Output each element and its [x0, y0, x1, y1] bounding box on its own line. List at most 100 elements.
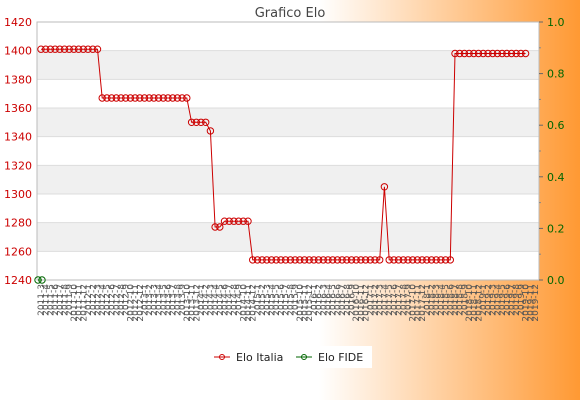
data-point-elo-italia[interactable] — [338, 256, 346, 264]
data-point-elo-italia[interactable] — [112, 94, 121, 102]
data-point-elo-italia[interactable] — [310, 256, 318, 264]
data-point-elo-italia[interactable] — [460, 49, 469, 58]
data-point-elo-italia[interactable] — [169, 94, 177, 102]
data-point-elo-italia[interactable] — [211, 223, 219, 231]
data-point-elo-italia[interactable] — [234, 217, 243, 225]
data-point-elo-italia[interactable] — [427, 256, 436, 264]
data-point-elo-italia[interactable] — [74, 45, 83, 53]
data-point-elo-italia[interactable] — [465, 49, 473, 58]
data-point-elo-italia[interactable] — [394, 256, 403, 264]
data-point-elo-italia[interactable] — [489, 49, 497, 58]
data-point-elo-italia[interactable] — [89, 45, 97, 53]
data-point-elo-italia[interactable] — [84, 45, 92, 53]
data-point-elo-fide[interactable] — [38, 276, 46, 284]
data-point-elo-italia[interactable] — [366, 256, 374, 264]
data-point-elo-italia[interactable] — [107, 94, 116, 102]
data-point-elo-italia[interactable] — [140, 94, 149, 102]
data-point-elo-italia[interactable] — [446, 256, 454, 264]
data-point-elo-italia[interactable] — [98, 94, 106, 102]
data-point-elo-fide[interactable] — [34, 276, 42, 284]
data-point-elo-italia[interactable] — [390, 256, 398, 264]
data-point-elo-italia[interactable] — [192, 118, 201, 127]
data-point-elo-italia[interactable] — [206, 127, 215, 135]
data-point-elo-italia[interactable] — [286, 256, 295, 264]
data-point-elo-italia[interactable] — [164, 94, 172, 102]
data-point-elo-italia[interactable] — [432, 256, 440, 264]
data-point-elo-italia[interactable] — [103, 94, 111, 102]
data-point-elo-italia[interactable] — [517, 49, 525, 58]
data-point-elo-italia[interactable] — [145, 94, 153, 102]
data-point-elo-italia[interactable] — [305, 256, 313, 264]
data-point-elo-italia[interactable] — [183, 94, 191, 102]
data-point-elo-italia[interactable] — [202, 118, 210, 127]
data-point-elo-italia[interactable] — [70, 45, 78, 53]
data-point-elo-italia[interactable] — [503, 49, 511, 58]
data-point-elo-italia[interactable] — [380, 183, 389, 191]
data-point-elo-italia[interactable] — [253, 256, 262, 264]
data-point-elo-italia[interactable] — [197, 118, 205, 127]
data-point-elo-italia[interactable] — [352, 256, 360, 264]
data-point-elo-italia[interactable] — [93, 45, 102, 53]
data-point-elo-italia[interactable] — [230, 217, 238, 225]
data-point-elo-italia[interactable] — [249, 256, 257, 264]
data-point-elo-italia[interactable] — [277, 256, 285, 264]
data-point-elo-italia[interactable] — [361, 256, 370, 264]
data-point-elo-italia[interactable] — [122, 94, 130, 102]
data-point-elo-italia[interactable] — [60, 45, 69, 53]
data-point-elo-italia[interactable] — [37, 45, 45, 53]
data-point-elo-italia[interactable] — [319, 256, 327, 264]
data-point-elo-italia[interactable] — [178, 94, 186, 102]
data-point-elo-italia[interactable] — [423, 256, 431, 264]
data-point-elo-italia[interactable] — [314, 256, 323, 264]
data-point-elo-italia[interactable] — [159, 94, 168, 102]
data-point-elo-italia[interactable] — [187, 118, 196, 127]
data-point-elo-italia[interactable] — [291, 256, 299, 264]
data-point-elo-italia[interactable] — [263, 256, 271, 264]
data-point-elo-italia[interactable] — [300, 256, 309, 264]
data-point-elo-italia[interactable] — [512, 49, 520, 58]
data-point-elo-italia[interactable] — [272, 256, 280, 264]
data-point-elo-italia[interactable] — [131, 94, 139, 102]
data-point-elo-italia[interactable] — [126, 94, 135, 102]
data-point-elo-italia[interactable] — [46, 45, 55, 53]
legend-item-elo-italia[interactable]: Elo Italia — [214, 351, 283, 364]
data-point-elo-italia[interactable] — [117, 94, 125, 102]
data-point-elo-italia[interactable] — [216, 223, 224, 231]
data-point-elo-italia[interactable] — [42, 45, 50, 53]
data-point-elo-italia[interactable] — [51, 45, 59, 53]
data-point-elo-italia[interactable] — [79, 45, 88, 53]
data-point-elo-italia[interactable] — [413, 256, 422, 264]
data-point-elo-italia[interactable] — [281, 256, 290, 264]
data-point-elo-italia[interactable] — [521, 49, 530, 58]
data-point-elo-italia[interactable] — [441, 256, 450, 264]
data-point-elo-italia[interactable] — [150, 94, 158, 102]
data-point-elo-italia[interactable] — [470, 49, 478, 58]
data-point-elo-italia[interactable] — [220, 217, 229, 225]
data-point-elo-italia[interactable] — [267, 256, 276, 264]
data-point-elo-italia[interactable] — [324, 256, 332, 264]
data-point-elo-italia[interactable] — [451, 49, 459, 58]
data-point-elo-italia[interactable] — [399, 256, 407, 264]
data-point-elo-italia[interactable] — [136, 94, 144, 102]
data-point-elo-italia[interactable] — [258, 256, 266, 264]
data-point-elo-italia[interactable] — [329, 256, 337, 264]
data-point-elo-italia[interactable] — [456, 49, 464, 58]
data-point-elo-italia[interactable] — [385, 256, 393, 264]
data-point-elo-italia[interactable] — [347, 256, 356, 264]
data-point-elo-italia[interactable] — [225, 217, 233, 225]
data-point-elo-italia[interactable] — [493, 49, 502, 58]
data-point-elo-italia[interactable] — [173, 94, 182, 102]
data-point-elo-italia[interactable] — [404, 256, 412, 264]
data-point-elo-italia[interactable] — [239, 217, 248, 225]
data-point-elo-italia[interactable] — [498, 49, 506, 58]
data-point-elo-italia[interactable] — [418, 256, 426, 264]
data-point-elo-italia[interactable] — [479, 49, 487, 58]
data-point-elo-italia[interactable] — [474, 49, 483, 58]
legend-item-elo-fide[interactable]: Elo FIDE — [296, 351, 363, 364]
data-point-elo-italia[interactable] — [154, 94, 163, 102]
data-point-elo-italia[interactable] — [357, 256, 365, 264]
data-point-elo-italia[interactable] — [65, 45, 73, 53]
data-point-elo-italia[interactable] — [333, 256, 342, 264]
data-point-elo-italia[interactable] — [507, 49, 516, 58]
data-point-elo-italia[interactable] — [409, 256, 417, 264]
